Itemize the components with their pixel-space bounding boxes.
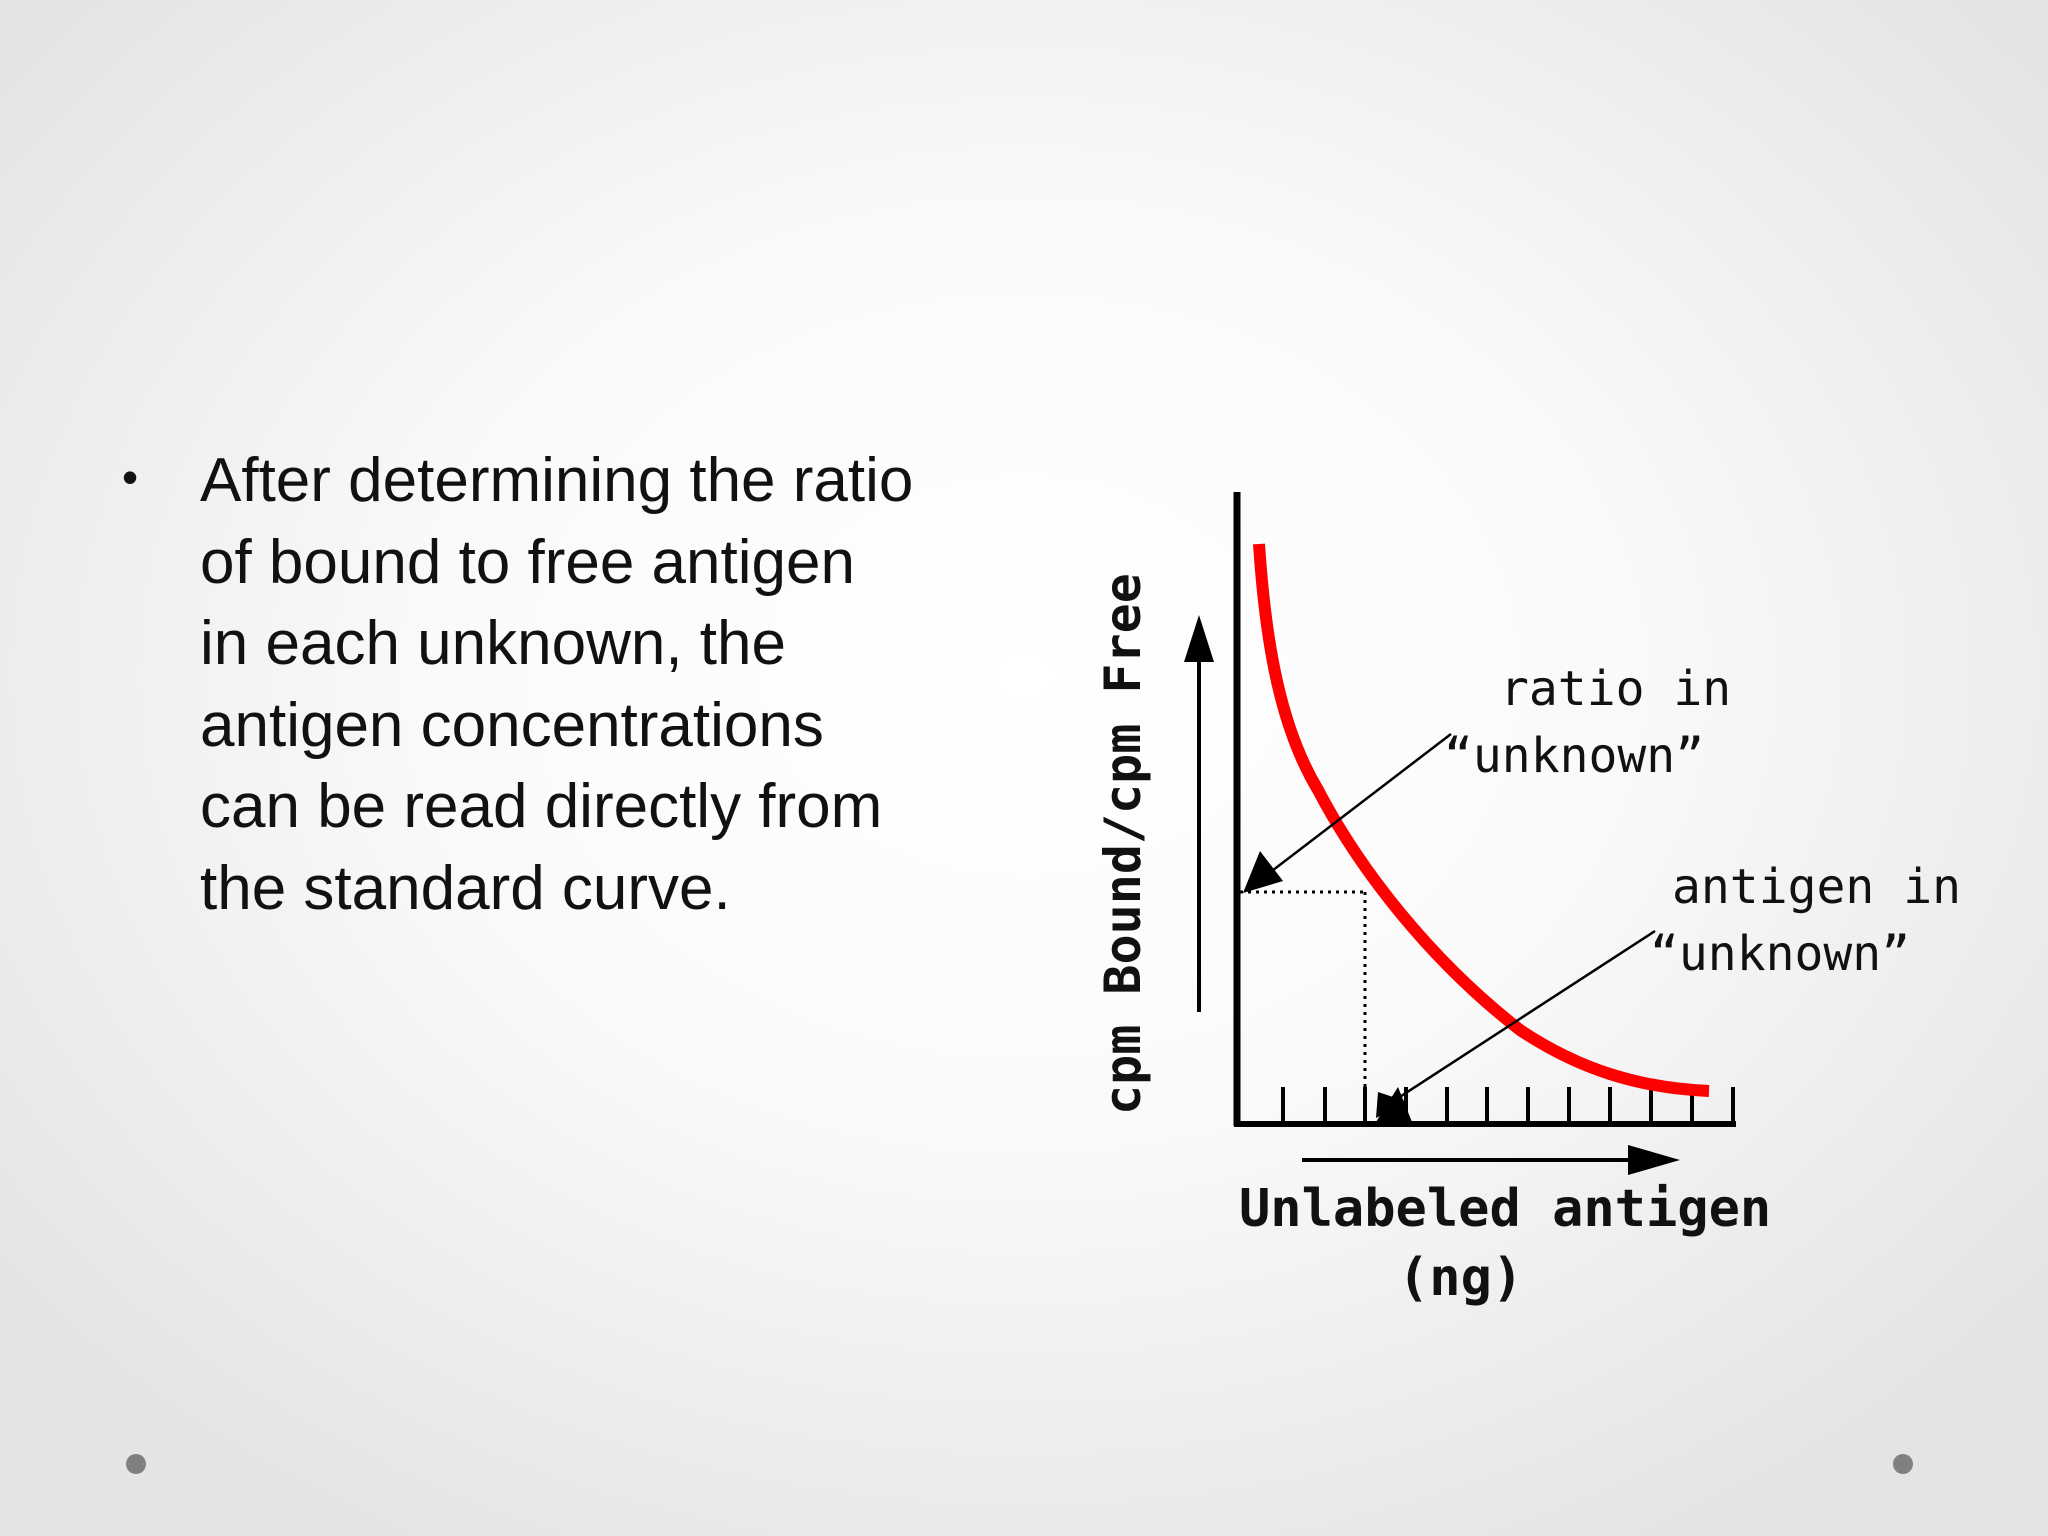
- bullet-marker: •: [122, 451, 139, 503]
- x-axis-label-line2: (ng): [1398, 1248, 1523, 1308]
- x-axis-label-line1: Unlabeled antigen: [1239, 1179, 1771, 1239]
- x-direction-arrow-head: [1628, 1145, 1680, 1175]
- ratio-callout-arrowhead: [1243, 851, 1283, 893]
- ratio-callout-label-line1: ratio in: [1500, 661, 1731, 717]
- x-axis-ticks: [1281, 1087, 1735, 1124]
- decorative-dot-left: [126, 1454, 146, 1474]
- ratio-callout-line: [1267, 733, 1452, 875]
- bullet-line: can be read directly from: [200, 772, 883, 841]
- ratio-callout-label-line2: “unknown”: [1444, 728, 1704, 784]
- bullet-text: After determining the ratio of bound to …: [200, 440, 913, 929]
- antigen-callout-line: [1394, 929, 1656, 1102]
- antigen-marker-triangle: [1376, 1087, 1412, 1122]
- antigen-callout-label-line1: antigen in: [1672, 859, 1961, 915]
- decorative-dot-right: [1893, 1454, 1913, 1474]
- bullet-line: of bound to free antigen: [200, 527, 855, 597]
- y-direction-arrow-head: [1184, 615, 1214, 662]
- antigen-callout-label-line2: “unknown”: [1650, 926, 1910, 982]
- standard-curve: [1253, 543, 1710, 1097]
- bullet-line: in each unknown, the: [200, 609, 786, 678]
- y-axis-label: cpm Bound/cpm Free: [1094, 573, 1152, 1115]
- bullet-line: After determining the ratio: [200, 446, 914, 515]
- bullet-line: antigen concentrations: [200, 690, 824, 760]
- bullet-line: the standard curve.: [200, 853, 731, 923]
